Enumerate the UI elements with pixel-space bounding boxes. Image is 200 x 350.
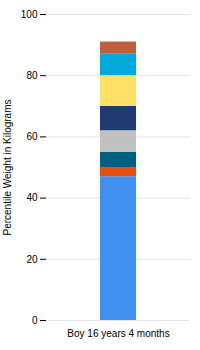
svg-text:100: 100 xyxy=(21,9,38,20)
svg-text:40: 40 xyxy=(26,192,38,203)
svg-text:20: 20 xyxy=(26,253,38,264)
svg-text:0: 0 xyxy=(32,315,38,326)
svg-text:Percentile Weight in Kilograms: Percentile Weight in Kilograms xyxy=(2,100,13,236)
svg-text:Boy 16 years 4 months: Boy 16 years 4 months xyxy=(67,328,169,339)
svg-text:60: 60 xyxy=(26,131,38,142)
svg-text:80: 80 xyxy=(26,70,38,81)
